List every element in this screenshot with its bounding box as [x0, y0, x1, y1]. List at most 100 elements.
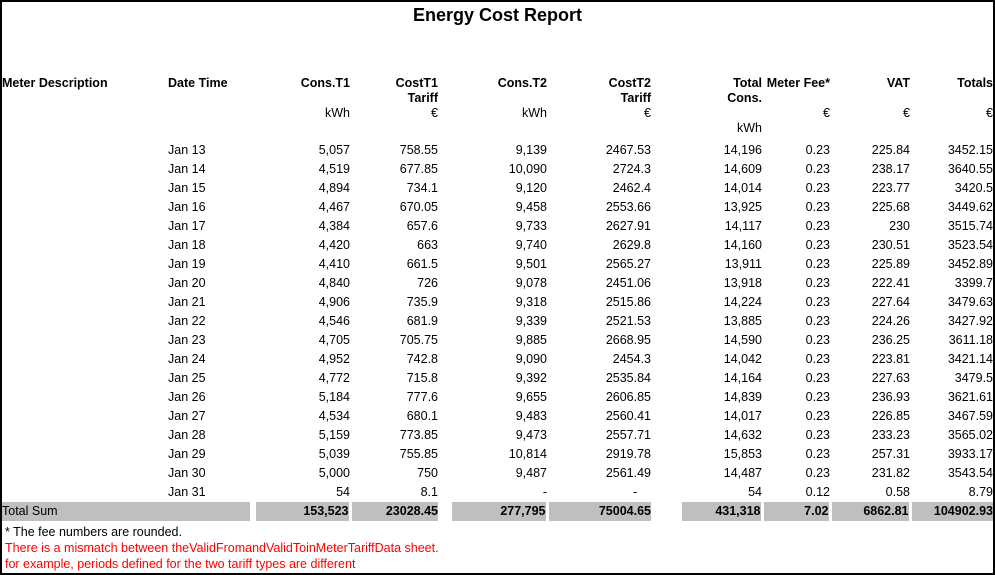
- table-row: Jan 19 4,410 661.5 9,501 2565.27 13,911 0.23 22…: [2, 255, 993, 274]
- table-row: Jan 31 54 8.1 - - 54 0.12 0.58 8.79: [2, 483, 993, 502]
- cell-vat: 230: [889, 219, 910, 233]
- cell-cons-t1: 4,906: [318, 295, 350, 309]
- cell-totals: 3515.74: [947, 219, 993, 233]
- empty-cell: [168, 106, 250, 121]
- total-sum-row: Total Sum 153,523 23028.45 277,795 75004…: [2, 502, 993, 521]
- cell-date: Jan 23: [168, 333, 206, 347]
- cell-meter-fee: 0.23: [805, 390, 830, 404]
- cell-total-cons: 13,911: [724, 257, 762, 271]
- cell-cost-t1: 677.85: [399, 162, 438, 176]
- column-gap: [651, 388, 682, 407]
- column-gap: [438, 293, 452, 312]
- cell-meter-fee: 0.23: [805, 238, 830, 252]
- cell-cost-t1: 777.6: [406, 390, 438, 404]
- cell-cons-t2: 9,483: [515, 409, 547, 423]
- cell-date: Jan 20: [168, 276, 206, 290]
- cell-totals: 8.79: [968, 485, 993, 499]
- cell-cons-t2: 9,885: [515, 333, 547, 347]
- cell-cons-t1: 4,840: [318, 276, 350, 290]
- cell-vat: 0.58: [885, 485, 910, 499]
- cell-meter-fee: 0.23: [805, 428, 830, 442]
- column-gap: [651, 179, 682, 198]
- cell-cons-t1: 4,410: [318, 257, 350, 271]
- total-vat: 6862.81: [828, 502, 910, 521]
- cell-meter-description: [2, 160, 168, 179]
- fee-footnote: * The fee numbers are rounded.: [5, 525, 182, 539]
- table-body: Jan 13 5,057 758.55 9,139 2467.53 14,196 0.23 2…: [2, 141, 993, 502]
- cell-vat: 224.26: [871, 314, 910, 328]
- footnotes: * The fee numbers are rounded. There is …: [5, 524, 993, 572]
- column-gap: [438, 198, 452, 217]
- cell-meter-description: [2, 388, 168, 407]
- cell-meter-fee: 0.23: [805, 466, 830, 480]
- column-gap: [438, 464, 452, 483]
- empty-cell: [452, 91, 547, 106]
- cell-date: Jan 25: [168, 371, 206, 385]
- empty-cell: [168, 91, 250, 106]
- cell-cost-t1: 758.55: [399, 143, 438, 157]
- cell-date: Jan 27: [168, 409, 206, 423]
- cell-total-cons: 13,885: [723, 314, 762, 328]
- cell-cost-t2: 2724.3: [612, 162, 651, 176]
- cell-date: Jan 18: [168, 238, 206, 252]
- total-totals: 104902.93: [908, 502, 993, 521]
- cell-cons-t1: 4,467: [318, 200, 350, 214]
- table-row: Jan 24 4,952 742.8 9,090 2454.3 14,042 0.23 223…: [2, 350, 993, 369]
- cell-meter-fee: 0.23: [805, 257, 830, 271]
- cell-totals: 3452.89: [947, 257, 993, 271]
- cell-meter-description: [2, 464, 168, 483]
- cell-totals: 3420.5: [954, 181, 993, 195]
- cell-meter-description: [2, 445, 168, 464]
- cell-totals: 3479.5: [954, 371, 993, 385]
- cell-vat: 225.84: [871, 143, 910, 157]
- column-gap: [438, 106, 452, 121]
- cell-cost-t1: 726: [417, 276, 438, 290]
- cell-cost-t2: 2451.06: [605, 276, 651, 290]
- cell-cost-t2: 2515.86: [605, 295, 651, 309]
- cell-vat: 236.25: [871, 333, 910, 347]
- table-row: Jan 22 4,546 681.9 9,339 2521.53 13,885 0.23 22…: [2, 312, 993, 331]
- cell-meter-fee: 0.23: [805, 200, 830, 214]
- cell-totals: 3640.55: [947, 162, 993, 176]
- cell-meter-description: [2, 312, 168, 331]
- cell-cons-t1: 4,534: [318, 409, 350, 423]
- empty-cell: [910, 91, 993, 106]
- column-gap: [438, 369, 452, 388]
- cell-totals: 3449.62: [947, 200, 993, 214]
- table-footer: Total Sum 153,523 23028.45 277,795 75004…: [2, 502, 993, 521]
- column-gap: [651, 369, 682, 388]
- header-cons-t2: Cons.T2: [497, 76, 547, 90]
- cell-cost-t2: 2627.91: [605, 219, 651, 233]
- header-cost-t2-tariff: Tariff: [620, 91, 651, 105]
- empty-cell: [762, 121, 830, 136]
- column-gap: [651, 426, 682, 445]
- unit-totals: €: [986, 106, 993, 120]
- cell-cost-t2: 2561.49: [605, 466, 651, 480]
- column-gap: [651, 483, 682, 502]
- cell-date: Jan 13: [168, 143, 206, 157]
- header-row-units: kWh € kWh € € € €: [2, 106, 993, 121]
- unit-meter-fee: €: [823, 106, 830, 120]
- column-gap: [438, 502, 452, 521]
- column-gap: [651, 274, 682, 293]
- column-gap: [651, 464, 682, 483]
- total-sum-label: Total Sum: [2, 502, 250, 521]
- cell-cost-t1: 680.1: [406, 409, 438, 423]
- column-gap: [438, 407, 452, 426]
- cell-cons-t2: -: [542, 485, 547, 499]
- column-gap: [438, 445, 452, 464]
- empty-cell: [350, 121, 438, 136]
- column-gap: [651, 198, 682, 217]
- column-gap: [438, 217, 452, 236]
- column-gap: [438, 483, 452, 502]
- cell-cons-t2: 9,318: [515, 295, 547, 309]
- cell-cons-t1: 4,420: [318, 238, 350, 252]
- cell-cons-t1: 4,519: [318, 162, 350, 176]
- table-row: Jan 18 4,420 663 9,740 2629.8 14,160 0.23 230.5…: [2, 236, 993, 255]
- unit-cost-t1: €: [431, 106, 438, 120]
- cell-vat: 238.17: [871, 162, 910, 176]
- empty-cell: [682, 106, 762, 121]
- empty-cell: [762, 91, 830, 106]
- cell-cost-t1: 705.75: [399, 333, 438, 347]
